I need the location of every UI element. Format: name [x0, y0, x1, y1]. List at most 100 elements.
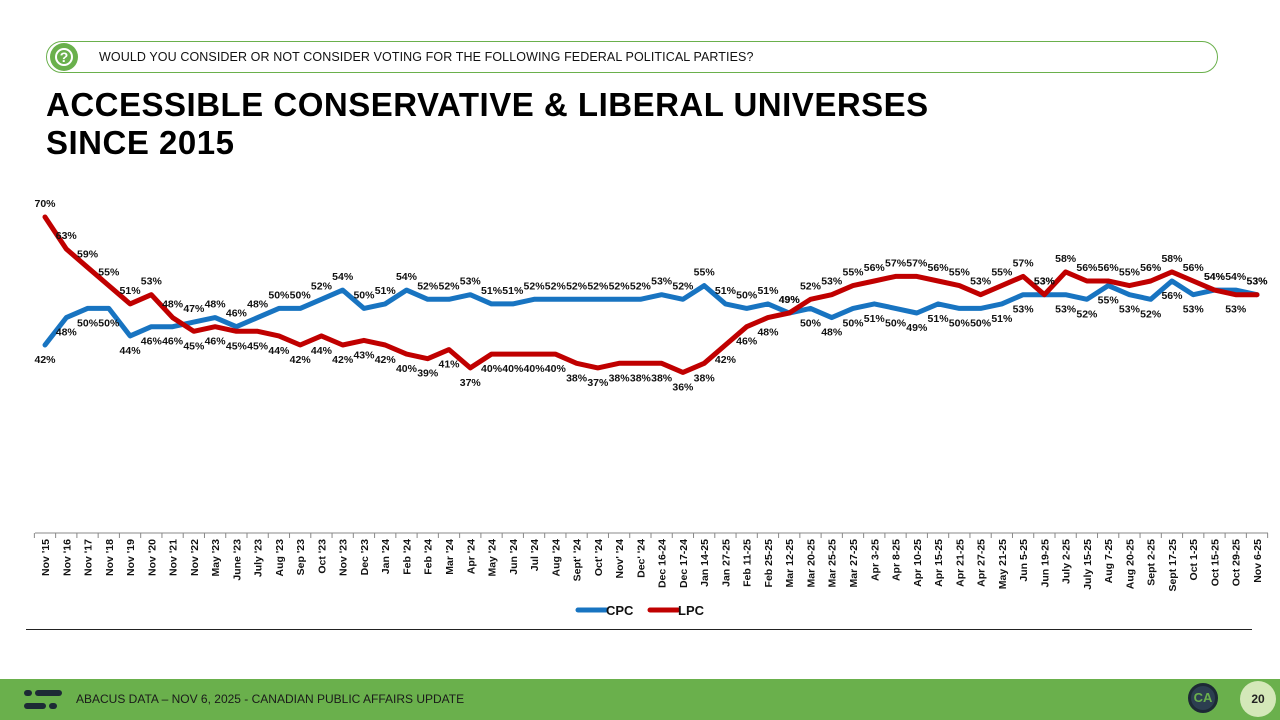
- data-label-lpc: 53%: [1225, 304, 1247, 316]
- data-label-lpc: 58%: [1161, 253, 1183, 265]
- x-tick-label: Mar 20-25: [805, 539, 817, 588]
- x-tick-label: Dec '23: [359, 539, 371, 576]
- x-tick-label: Oct 15-25: [1209, 539, 1221, 586]
- x-tick-label: Apr 3-25: [869, 539, 881, 581]
- x-tick-label: Nov '16: [61, 539, 73, 576]
- data-label-lpc: 39%: [417, 368, 439, 380]
- x-tick-label: Apr 27-25: [976, 539, 988, 587]
- data-label-cpc: 52%: [1140, 308, 1162, 320]
- x-tick-label: Dec 16-24: [657, 539, 669, 588]
- question-glyph: ?: [59, 49, 69, 65]
- data-label-lpc: 40%: [502, 363, 524, 375]
- data-label-lpc: 48%: [162, 299, 184, 311]
- x-tick-label: May 21-25: [997, 539, 1009, 589]
- x-tick-label: Apr 10-25: [912, 539, 924, 587]
- data-label-lpc: 48%: [757, 327, 779, 339]
- data-label-cpc: 54%: [396, 271, 418, 283]
- data-label-cpc: 52%: [438, 280, 460, 292]
- data-label-lpc: 55%: [949, 267, 971, 279]
- data-label-cpc: 48%: [821, 327, 843, 339]
- data-label-lpc: 38%: [566, 372, 588, 384]
- x-tick-label: Jun 5-25: [1018, 539, 1030, 582]
- data-label-lpc: 44%: [311, 345, 333, 357]
- x-tick-label: Nov '19: [125, 539, 137, 576]
- data-label-lpc: 59%: [77, 248, 99, 260]
- x-tick-label: Oct 29-25: [1231, 539, 1243, 586]
- x-tick-label: Jan '24: [380, 539, 392, 574]
- data-label-lpc: 57%: [1013, 257, 1035, 269]
- x-tick-label: July 2-25: [1061, 539, 1073, 584]
- data-label-cpc: 52%: [609, 280, 631, 292]
- x-tick-label: Feb '24: [423, 539, 435, 575]
- x-tick-label: Oct' '24: [593, 539, 605, 576]
- data-label-cpc: 54%: [1225, 271, 1247, 283]
- data-label-cpc: 52%: [566, 280, 588, 292]
- data-label-cpc: 52%: [672, 280, 694, 292]
- data-label-cpc: 51%: [928, 313, 950, 325]
- data-label-lpc: 56%: [1140, 262, 1162, 274]
- data-label-cpc: 49%: [779, 294, 801, 306]
- x-tick-label: Oct 1-25: [1188, 539, 1200, 581]
- data-label-lpc: 38%: [630, 372, 652, 384]
- x-tick-label: Aug 7-25: [1103, 539, 1115, 584]
- data-label-lpc: 36%: [672, 381, 694, 393]
- data-label-cpc: 50%: [949, 317, 971, 329]
- data-label-cpc: 52%: [630, 280, 652, 292]
- data-label-lpc: 63%: [56, 230, 78, 242]
- x-tick-label: Dec 17-24: [678, 539, 690, 588]
- data-label-lpc: 51%: [120, 285, 142, 297]
- x-tick-label: Feb 11-25: [742, 539, 754, 587]
- x-tick-label: Jul '24: [529, 539, 541, 571]
- data-label-cpc: 54%: [332, 271, 354, 283]
- data-label-cpc: 51%: [481, 285, 503, 297]
- ca-badge: CA: [1188, 683, 1218, 713]
- data-label-lpc: 49%: [779, 294, 801, 306]
- data-label-cpc: 54%: [1204, 271, 1226, 283]
- data-label-cpc: 53%: [1246, 276, 1268, 288]
- data-label-lpc: 53%: [1034, 276, 1056, 288]
- question-mark-icon: ?: [50, 43, 78, 71]
- x-tick-label: Apr 15-25: [933, 539, 945, 587]
- x-tick-label: Feb 25-25: [763, 539, 775, 588]
- data-label-lpc: 56%: [1183, 262, 1205, 274]
- data-label-cpc: 52%: [417, 280, 439, 292]
- footer-text: ABACUS DATA – NOV 6, 2025 - CANADIAN PUB…: [76, 692, 465, 706]
- x-tick-label: Aug '24: [550, 539, 562, 577]
- data-label-cpc: 50%: [353, 289, 375, 301]
- x-tick-label: Mar 25-25: [827, 539, 839, 588]
- data-label-lpc: 56%: [864, 262, 886, 274]
- x-tick-label: July 15-25: [1082, 539, 1094, 590]
- data-label-cpc: 53%: [1034, 276, 1056, 288]
- x-tick-label: Dec' '24: [635, 539, 647, 578]
- data-label-cpc: 48%: [205, 299, 227, 311]
- legend-label-cpc: CPC: [606, 603, 634, 618]
- data-label-cpc: 50%: [800, 317, 822, 329]
- data-label-cpc: 50%: [290, 289, 312, 301]
- data-label-cpc: 52%: [545, 280, 567, 292]
- x-tick-label: Nov 6-25: [1252, 539, 1264, 583]
- data-label-lpc: 56%: [1076, 262, 1098, 274]
- data-label-cpc: 53%: [1119, 304, 1141, 316]
- data-label-lpc: 56%: [1098, 262, 1120, 274]
- data-label-lpc: 38%: [609, 372, 631, 384]
- data-label-lpc: 55%: [991, 267, 1013, 279]
- data-label-lpc: 45%: [183, 340, 205, 352]
- x-tick-label: Oct '23: [316, 539, 328, 574]
- divider: [26, 629, 1252, 630]
- data-label-cpc: 51%: [715, 285, 737, 297]
- x-tick-label: Sept 2-25: [1146, 539, 1158, 586]
- data-label-cpc: 46%: [162, 336, 184, 348]
- data-label-lpc: 53%: [141, 276, 163, 288]
- data-label-cpc: 52%: [311, 280, 333, 292]
- x-tick-label: May '24: [487, 539, 499, 577]
- legend-label-lpc: LPC: [678, 603, 705, 618]
- data-label-lpc: 40%: [396, 363, 418, 375]
- data-label-lpc: 41%: [438, 359, 460, 371]
- data-label-cpc: 48%: [56, 327, 78, 339]
- x-tick-label: Apr 21-25: [954, 539, 966, 587]
- data-label-lpc: 42%: [715, 354, 737, 366]
- data-label-cpc: 53%: [1013, 304, 1035, 316]
- data-label-lpc: 55%: [98, 267, 120, 279]
- data-label-cpc: 47%: [183, 303, 205, 315]
- data-label-lpc: 57%: [885, 257, 907, 269]
